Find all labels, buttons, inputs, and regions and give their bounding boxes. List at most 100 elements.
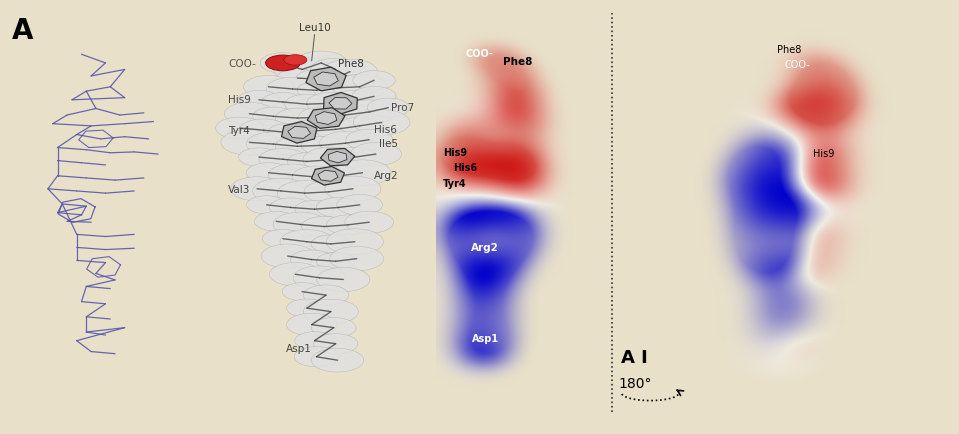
- Circle shape: [275, 108, 319, 128]
- Circle shape: [239, 148, 279, 166]
- Circle shape: [332, 90, 378, 111]
- Circle shape: [352, 86, 396, 106]
- Circle shape: [367, 98, 409, 117]
- Polygon shape: [307, 108, 345, 128]
- Circle shape: [216, 117, 264, 139]
- Circle shape: [321, 104, 369, 126]
- Circle shape: [295, 69, 338, 89]
- Text: Asp1: Asp1: [472, 334, 499, 345]
- Circle shape: [262, 92, 304, 112]
- Polygon shape: [328, 151, 347, 163]
- Text: Arg2: Arg2: [374, 171, 399, 181]
- Text: Ile5: Ile5: [379, 139, 398, 149]
- Text: 180°: 180°: [619, 377, 652, 391]
- Circle shape: [260, 53, 306, 73]
- Circle shape: [284, 55, 307, 65]
- Circle shape: [292, 166, 340, 188]
- Circle shape: [311, 58, 361, 81]
- Circle shape: [293, 266, 345, 289]
- Circle shape: [319, 132, 371, 155]
- Circle shape: [287, 313, 337, 336]
- Circle shape: [303, 285, 349, 306]
- Circle shape: [266, 55, 300, 71]
- Polygon shape: [320, 148, 355, 166]
- Circle shape: [307, 92, 355, 114]
- Circle shape: [244, 76, 293, 98]
- Circle shape: [345, 211, 393, 233]
- Circle shape: [315, 120, 357, 139]
- Circle shape: [287, 120, 337, 142]
- Circle shape: [246, 132, 300, 156]
- Text: His6: His6: [374, 125, 397, 135]
- Circle shape: [337, 194, 383, 215]
- Circle shape: [246, 196, 287, 214]
- Circle shape: [253, 107, 293, 125]
- Text: Phe8: Phe8: [777, 45, 801, 55]
- Circle shape: [239, 119, 289, 141]
- Circle shape: [333, 75, 386, 99]
- Text: Tyr4: Tyr4: [228, 126, 250, 136]
- Circle shape: [303, 147, 359, 172]
- Circle shape: [280, 230, 334, 254]
- Circle shape: [316, 267, 370, 292]
- Text: Leu10: Leu10: [298, 23, 331, 33]
- Circle shape: [354, 110, 409, 135]
- Circle shape: [342, 100, 396, 124]
- Circle shape: [269, 198, 312, 217]
- Circle shape: [254, 211, 298, 231]
- Circle shape: [273, 212, 327, 237]
- Text: Pro7: Pro7: [391, 102, 414, 113]
- Text: A I: A I: [621, 349, 648, 367]
- Circle shape: [295, 51, 347, 75]
- Text: COO-: COO-: [784, 60, 810, 70]
- Circle shape: [301, 216, 347, 237]
- Circle shape: [273, 56, 331, 82]
- Circle shape: [275, 136, 319, 156]
- Circle shape: [259, 148, 307, 170]
- Circle shape: [316, 69, 356, 87]
- Circle shape: [282, 283, 322, 301]
- Circle shape: [263, 230, 303, 248]
- Circle shape: [325, 176, 381, 201]
- Text: Arg2: Arg2: [471, 243, 500, 253]
- Circle shape: [312, 75, 369, 101]
- Circle shape: [267, 77, 318, 101]
- Circle shape: [269, 263, 321, 286]
- Circle shape: [291, 250, 333, 269]
- Circle shape: [326, 215, 370, 235]
- Polygon shape: [288, 126, 311, 138]
- Circle shape: [238, 90, 280, 109]
- Circle shape: [333, 147, 377, 167]
- Circle shape: [326, 229, 384, 255]
- Circle shape: [346, 129, 392, 150]
- Text: His9: His9: [813, 149, 834, 159]
- Circle shape: [350, 142, 402, 166]
- Circle shape: [261, 244, 315, 268]
- Circle shape: [319, 166, 362, 185]
- Circle shape: [287, 299, 327, 317]
- Circle shape: [301, 136, 341, 155]
- Circle shape: [230, 177, 284, 201]
- Text: His9: His9: [443, 148, 467, 158]
- Circle shape: [339, 117, 380, 135]
- Circle shape: [295, 201, 334, 218]
- Circle shape: [288, 153, 326, 170]
- Circle shape: [316, 197, 361, 217]
- Text: His6: His6: [453, 163, 477, 174]
- Text: Phe8: Phe8: [503, 57, 532, 68]
- Text: Val3: Val3: [228, 185, 250, 195]
- Circle shape: [353, 71, 395, 90]
- Text: COO-: COO-: [465, 49, 494, 59]
- Circle shape: [269, 164, 316, 186]
- Circle shape: [221, 129, 278, 155]
- Polygon shape: [312, 167, 344, 185]
- Text: Tyr4: Tyr4: [443, 179, 467, 190]
- Circle shape: [316, 253, 355, 270]
- Circle shape: [322, 59, 378, 84]
- Circle shape: [312, 349, 363, 372]
- Polygon shape: [306, 67, 346, 91]
- Circle shape: [303, 299, 359, 324]
- Text: Asp1: Asp1: [287, 344, 312, 355]
- Text: His9: His9: [228, 95, 251, 105]
- Circle shape: [269, 124, 307, 141]
